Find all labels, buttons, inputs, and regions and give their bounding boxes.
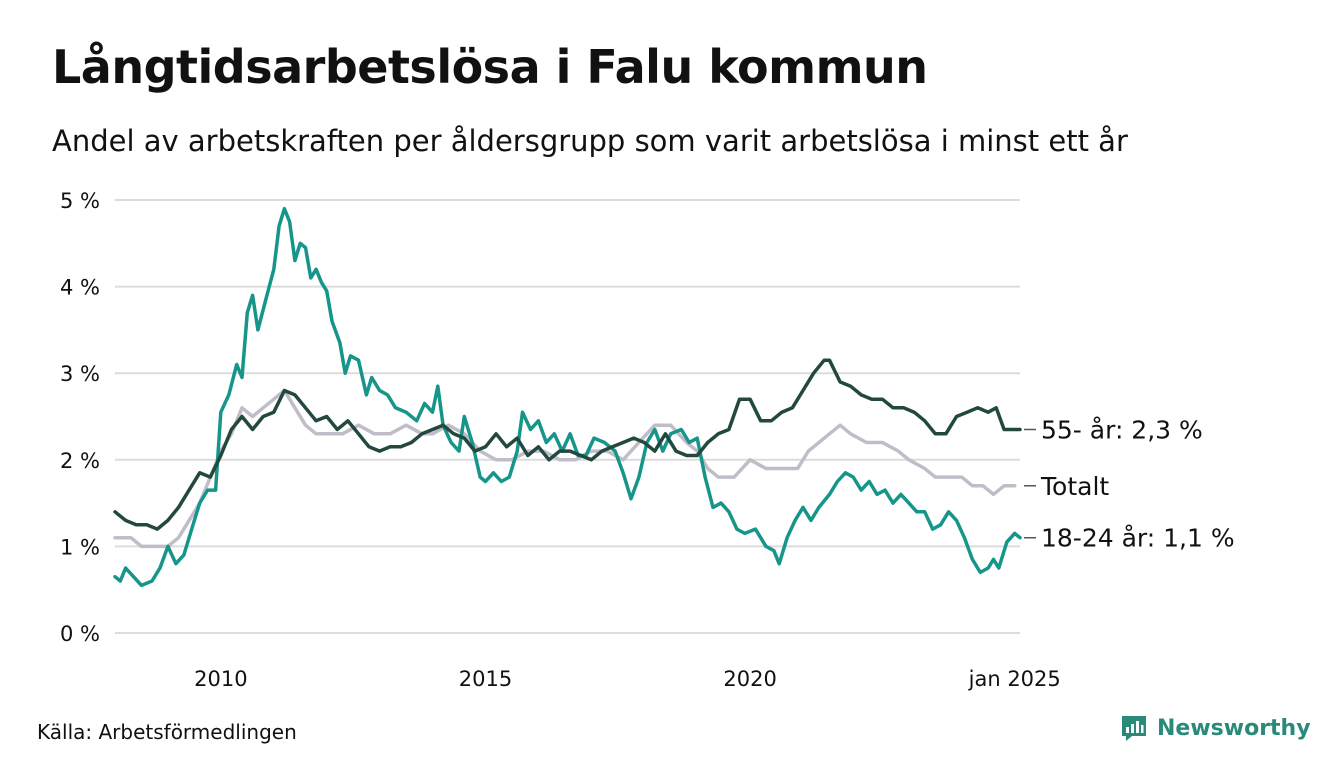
brand-name: Newsworthy <box>1157 715 1311 741</box>
x-axis-ticks: 2010 2015 2020 jan 2025 <box>194 667 1061 691</box>
x-tick-label: 2015 <box>459 667 512 691</box>
x-tick-label: jan 2025 <box>968 667 1061 691</box>
y-tick-label: 4 % <box>60 276 100 300</box>
y-tick-label: 2 % <box>60 449 100 473</box>
series-end-labels: 55- år: 2,3 % Totalt 18-24 år: 1,1 % <box>1024 415 1235 553</box>
y-tick-label: 0 % <box>60 622 100 646</box>
chart-title: Långtidsarbetslösa i Falu kommun <box>52 40 928 94</box>
line-chart: 0 %1 %2 %3 %4 %5 % 2010 2015 2020 jan 2025 … <box>60 189 1235 691</box>
series-lines <box>113 206 1022 588</box>
y-axis-ticks: 0 % 1 % 2 % 3 % 4 % 5 % <box>60 189 100 646</box>
series-line-2 <box>113 358 1022 531</box>
series-line-0 <box>113 388 1017 549</box>
series-label-0: Totalt <box>1040 472 1109 501</box>
y-tick-label: 3 % <box>60 362 100 386</box>
x-tick-label: 2020 <box>723 667 776 691</box>
brand-logo: Newsworthy <box>1119 713 1311 743</box>
chart-subtitle: Andel av arbetskraften per åldersgrupp s… <box>52 124 1128 158</box>
y-tick-label: 1 % <box>60 535 100 559</box>
series-line-1 <box>113 206 1022 588</box>
bar-chart-logo-icon <box>1122 716 1146 741</box>
series-label-1: 18-24 år: 1,1 % <box>1041 524 1235 553</box>
source-note: Källa: Arbetsförmedlingen <box>37 720 297 744</box>
x-tick-label: 2010 <box>194 667 247 691</box>
y-tick-label: 5 % <box>60 189 100 213</box>
series-label-2: 55- år: 2,3 % <box>1041 415 1203 444</box>
